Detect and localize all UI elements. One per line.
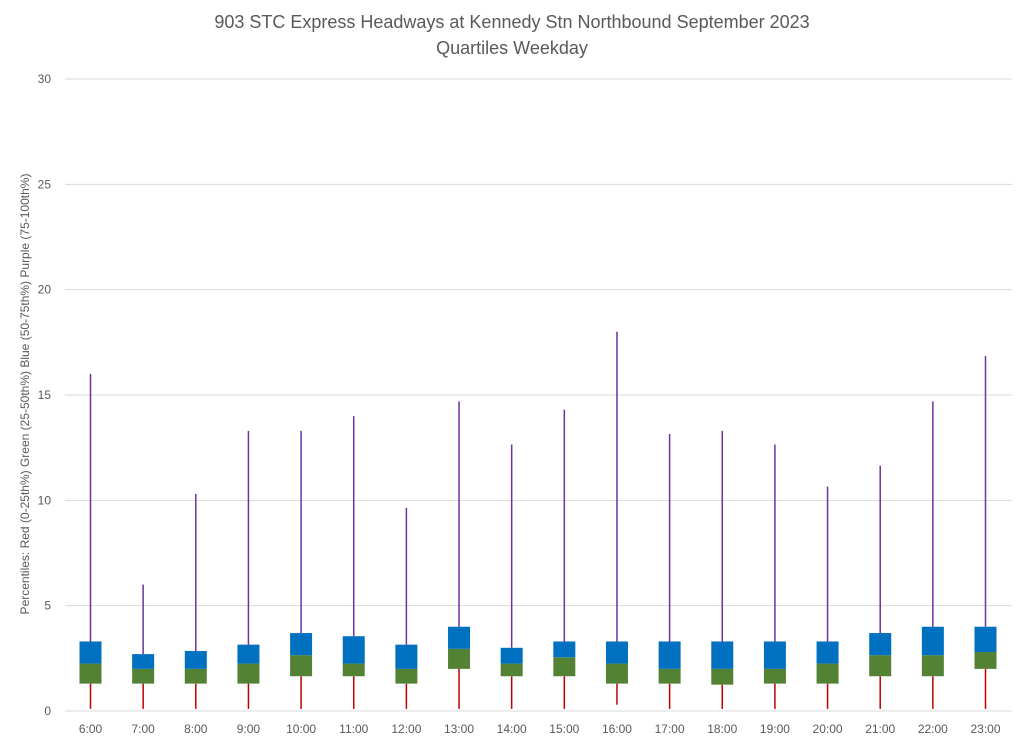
upper-box — [553, 641, 576, 658]
y-tick-label: 20 — [38, 283, 52, 297]
x-tick-label: 19:00 — [760, 722, 790, 736]
x-tick-label: 20:00 — [813, 722, 843, 736]
lower-box — [869, 655, 892, 677]
x-tick-label: 9:00 — [237, 722, 261, 736]
x-tick-label: 16:00 — [602, 722, 632, 736]
x-axis-ticks: 6:00 7:00 8:00 9:00 10:00 11:00 12:00 13:00 14:0… — [79, 722, 1001, 736]
lower-box — [448, 648, 471, 669]
x-tick-label: 13:00 — [444, 722, 474, 736]
upper-box — [816, 641, 839, 664]
lower-box — [342, 663, 365, 677]
x-tick-label: 8:00 — [184, 722, 208, 736]
x-tick-label: 17:00 — [655, 722, 685, 736]
y-tick-label: 15 — [38, 388, 52, 402]
x-tick-label: 22:00 — [918, 722, 948, 736]
x-tick-label: 15:00 — [549, 722, 579, 736]
x-tick-label: 11:00 — [339, 722, 368, 736]
lower-box — [237, 663, 260, 684]
upper-box — [605, 641, 628, 664]
lower-box — [79, 663, 102, 684]
y-tick-label: 5 — [44, 599, 51, 613]
box-marks — [79, 331, 997, 709]
x-tick-label: 7:00 — [131, 722, 155, 736]
lower-box — [711, 668, 734, 685]
upper-box — [237, 644, 260, 664]
y-tick-label: 10 — [38, 493, 52, 507]
x-tick-label: 18:00 — [707, 722, 737, 736]
upper-box — [974, 626, 997, 653]
lower-box — [605, 663, 628, 684]
upper-box — [395, 644, 418, 669]
x-tick-label: 6:00 — [79, 722, 103, 736]
chart-title: 903 STC Express Headways at Kennedy Stn … — [214, 12, 810, 32]
lower-box — [974, 652, 997, 669]
y-tick-label: 30 — [38, 72, 52, 86]
x-tick-label: 10:00 — [286, 722, 316, 736]
upper-box — [448, 626, 471, 649]
upper-box — [500, 647, 523, 664]
upper-box — [290, 633, 313, 656]
upper-box — [921, 626, 944, 656]
x-tick-label: 23:00 — [970, 722, 1000, 736]
lower-box — [921, 655, 944, 677]
y-axis-ticks: 0 5 10 15 20 25 30 — [38, 72, 52, 718]
lower-box — [763, 668, 786, 684]
upper-box — [342, 636, 365, 664]
lower-box — [132, 668, 155, 684]
upper-box — [869, 633, 892, 656]
upper-box — [132, 654, 155, 669]
upper-box — [79, 641, 102, 664]
x-tick-label: 14:00 — [497, 722, 527, 736]
gridlines — [65, 78, 1012, 712]
lower-box — [816, 663, 839, 684]
y-tick-label: 0 — [44, 704, 51, 718]
lower-box — [395, 668, 418, 684]
upper-box — [711, 641, 734, 669]
y-tick-label: 25 — [38, 177, 52, 191]
lower-box — [184, 668, 207, 684]
upper-box — [658, 641, 681, 669]
x-tick-label: 21:00 — [865, 722, 895, 736]
x-tick-label: 12:00 — [391, 722, 421, 736]
lower-box — [500, 663, 523, 677]
lower-box — [290, 655, 313, 677]
upper-box — [184, 650, 207, 669]
lower-box — [658, 668, 681, 684]
lower-box — [553, 657, 576, 677]
upper-box — [763, 641, 786, 669]
chart-subtitle: Quartiles Weekday — [436, 38, 588, 58]
y-axis-label: Percentiles: Red (0-25th%) Green (25-50t… — [18, 174, 32, 615]
